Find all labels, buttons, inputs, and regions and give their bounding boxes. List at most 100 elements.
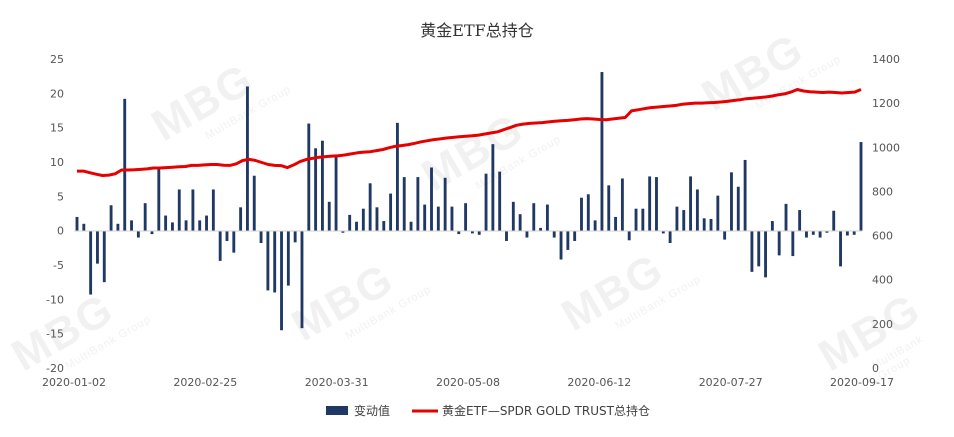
bar — [96, 230, 99, 264]
bar — [798, 210, 802, 231]
bar — [395, 122, 399, 231]
bar — [430, 167, 433, 231]
bar — [464, 203, 468, 231]
bar — [641, 208, 645, 231]
bar — [716, 195, 720, 231]
bar — [320, 140, 324, 231]
bar — [89, 230, 93, 295]
bar — [416, 177, 420, 231]
bar — [409, 221, 413, 231]
bar — [218, 230, 222, 261]
holdings-line — [77, 88, 862, 177]
x-tick-label: 2020-01-02 — [42, 376, 106, 389]
y-right-tick-label: 800 — [872, 185, 893, 198]
bar — [593, 220, 597, 231]
bar — [136, 230, 140, 238]
x-tick-label: 2020-09-17 — [830, 376, 894, 389]
bar — [82, 223, 86, 231]
bar — [171, 222, 174, 231]
y-left-tick-label: 15 — [50, 122, 64, 135]
x-tick-label: 2020-05-08 — [436, 376, 500, 389]
bar — [177, 189, 181, 231]
bar — [805, 230, 808, 238]
bar — [259, 230, 263, 244]
bar — [777, 230, 781, 256]
bar — [184, 220, 188, 231]
y-left-tick-label: -20 — [46, 362, 64, 375]
bar — [845, 230, 849, 236]
bar — [491, 144, 495, 231]
bar — [648, 176, 652, 231]
bar — [723, 230, 727, 240]
bar — [511, 201, 515, 231]
y-left-tick-label: 20 — [50, 87, 64, 100]
y-right-tick-label: 0 — [872, 362, 879, 375]
bar — [539, 227, 543, 231]
bar — [709, 218, 713, 231]
bar — [211, 189, 215, 231]
bar — [825, 230, 829, 233]
bar — [450, 206, 454, 231]
bar — [355, 221, 358, 231]
bar — [580, 197, 583, 231]
bar — [730, 172, 733, 231]
bar — [239, 207, 243, 231]
legend-bar-label: 变动值 — [354, 403, 390, 418]
bar — [573, 230, 577, 241]
bar — [307, 123, 311, 231]
bar — [157, 166, 161, 231]
bar — [341, 230, 345, 233]
bar — [402, 177, 406, 231]
bar — [600, 72, 604, 231]
bar — [300, 230, 304, 329]
bar — [750, 230, 754, 272]
bar — [327, 201, 331, 231]
bar — [443, 177, 447, 231]
bar — [607, 185, 611, 231]
bar — [150, 230, 154, 235]
bar — [655, 177, 658, 231]
bar — [225, 230, 229, 241]
x-tick-label: 2020-06-12 — [567, 376, 631, 389]
bar — [566, 230, 570, 250]
bar — [368, 183, 372, 231]
bar — [559, 230, 563, 260]
bar — [852, 230, 856, 235]
y-left-tick-label: -15 — [46, 328, 64, 341]
bar — [164, 215, 168, 231]
bar — [130, 220, 133, 231]
y-right-tick-label: 1000 — [872, 141, 900, 154]
bar — [668, 230, 672, 244]
legend-bar-swatch — [326, 406, 348, 415]
bar — [770, 221, 774, 231]
bar — [695, 189, 699, 231]
bar — [314, 148, 318, 231]
bar — [682, 210, 686, 231]
y-left-tick-label: 0 — [57, 225, 64, 238]
bar — [811, 230, 815, 235]
bar — [614, 216, 618, 231]
y-right-tick-label: 1400 — [872, 53, 900, 66]
bar — [627, 230, 631, 241]
y-left-tick-label: -5 — [53, 259, 64, 272]
bar — [532, 203, 536, 231]
bar — [375, 207, 379, 231]
bar — [859, 142, 863, 231]
bar — [232, 230, 236, 253]
bar — [743, 159, 747, 231]
bar — [545, 204, 549, 231]
bar — [191, 189, 195, 231]
bar — [348, 214, 352, 231]
bar — [334, 155, 338, 231]
bar — [436, 206, 440, 231]
bar — [757, 230, 761, 267]
bar — [525, 230, 529, 238]
bar — [689, 176, 692, 231]
bar — [382, 221, 386, 231]
bar — [784, 203, 788, 231]
bar — [143, 203, 147, 231]
bar — [252, 175, 256, 231]
bar — [675, 206, 679, 231]
y-right-tick-label: 1200 — [872, 97, 900, 110]
